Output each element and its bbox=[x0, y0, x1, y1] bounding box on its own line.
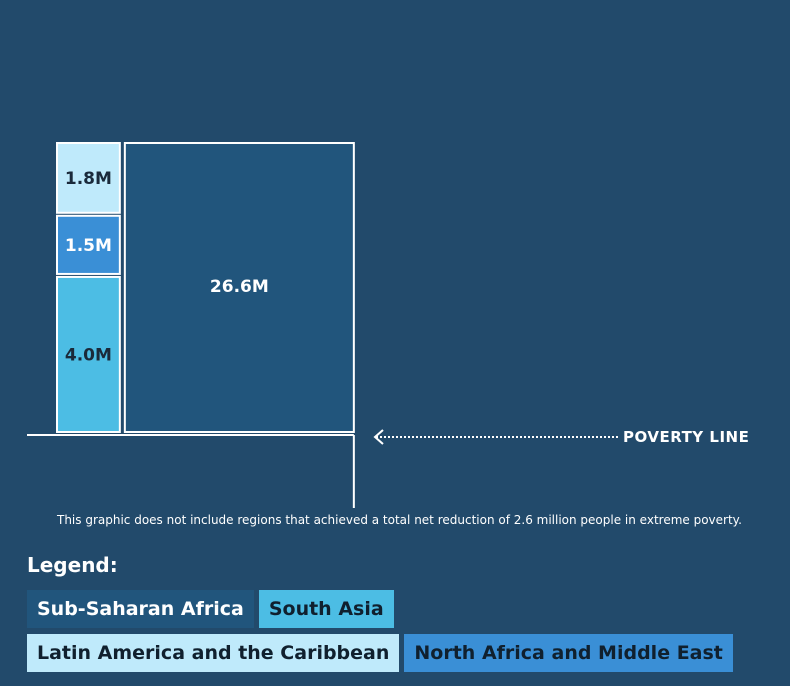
box-north-africa-and-middle-east bbox=[56, 214, 121, 275]
poverty-treemap-chart: 1.8M 1.5M 4.0M 26.6M POVERTY LINE bbox=[27, 142, 749, 508]
box-sub-saharan-africa bbox=[123, 142, 355, 433]
box-south-asia bbox=[56, 275, 121, 434]
chart-footnote: This graphic does not include regions th… bbox=[57, 513, 742, 527]
legend-item-latin-america-caribbean: Latin America and the Caribbean bbox=[27, 634, 400, 672]
box-label-north-africa-and-middle-east: 1.5M bbox=[65, 236, 112, 256]
box-label-south-asia: 4.0M bbox=[65, 345, 112, 365]
legend-item-sub-saharan-africa: Sub-Saharan Africa bbox=[27, 590, 254, 628]
box-latin-america-and-the-caribbean bbox=[56, 142, 121, 214]
legend-item-south-asia: South Asia bbox=[258, 590, 394, 628]
poverty-arrow-head bbox=[373, 429, 384, 445]
box-label-latin-america-and-the-caribbean: 1.8M bbox=[65, 169, 112, 189]
box-label-sub-saharan-africa: 26.6M bbox=[210, 277, 269, 297]
legend-item-north-africa-middle-east: North Africa and Middle East bbox=[404, 634, 733, 672]
poverty-line-label: POVERTY LINE bbox=[623, 428, 749, 446]
legend-title: Legend: bbox=[27, 553, 118, 577]
legend: Sub-Saharan Africa South Asia Latin Amer… bbox=[27, 590, 767, 672]
